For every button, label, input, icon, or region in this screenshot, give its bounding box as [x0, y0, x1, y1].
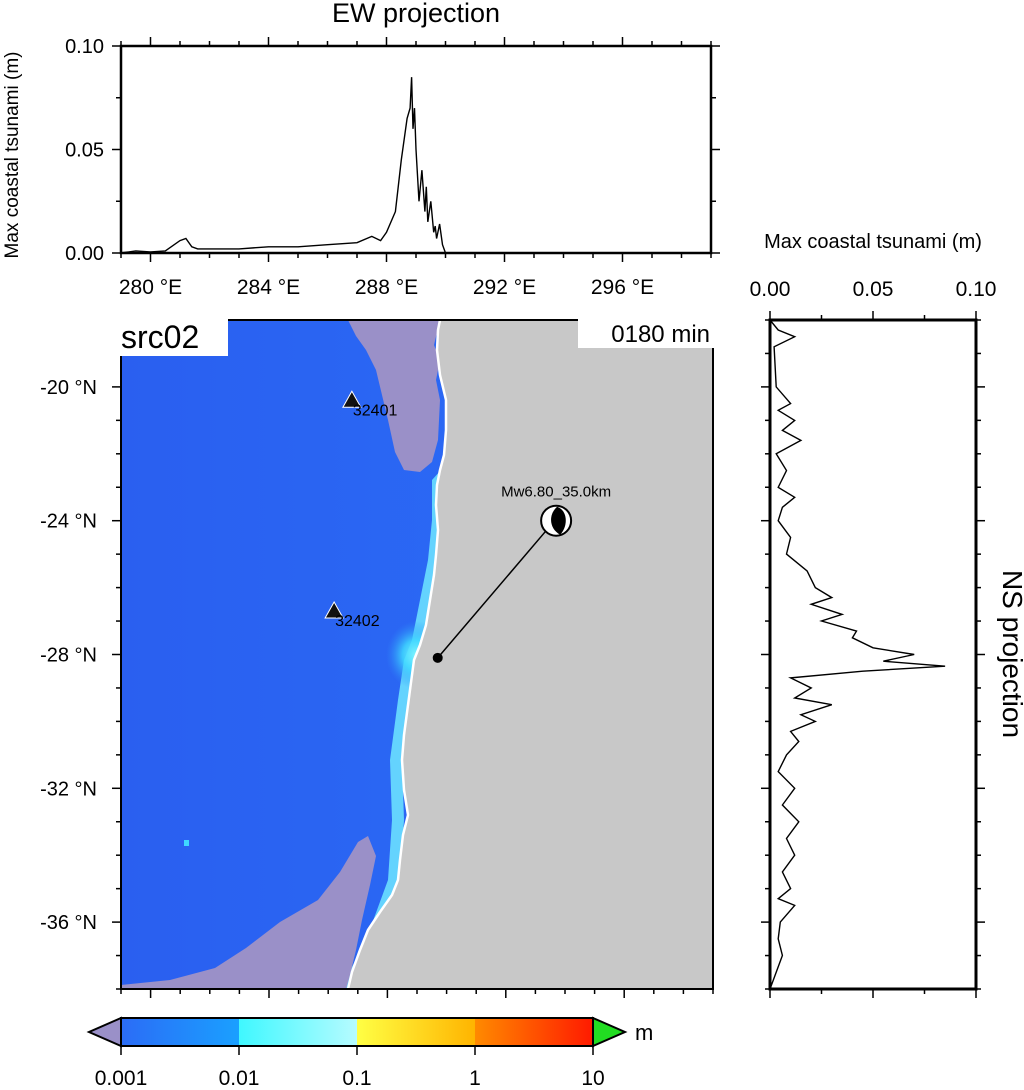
ew-x-tick-label: 288 °E — [355, 276, 418, 299]
map-y-tick-label: -24 °N — [40, 511, 97, 533]
colorbar-tick-label: 10 — [581, 1067, 604, 1090]
colorbar-segment — [121, 1018, 239, 1046]
ns-series-line — [770, 320, 946, 989]
map-y-tick-label: -28 °N — [40, 645, 97, 667]
ew-title: EW projection — [332, 0, 500, 28]
station-triangle-icon — [324, 600, 344, 619]
time-label: 0180 min — [611, 321, 710, 348]
ew-y-tick-label: 0.00 — [65, 243, 104, 265]
ew-x-tick-label: 280 °E — [119, 276, 182, 299]
colorbar-tick-label: 0.1 — [342, 1067, 371, 1090]
source-label-box — [116, 318, 228, 356]
ns-title: NS projection — [997, 570, 1024, 738]
land-area — [348, 320, 713, 989]
colorbar-segment — [239, 1018, 357, 1046]
ew-y-tick-label: 0.05 — [65, 140, 104, 162]
epicenter-marker — [432, 652, 443, 663]
colorbar: 0.001 0.01 0.1 1 10 m — [86, 1016, 653, 1090]
epicenter-mechanism-line — [437, 530, 547, 659]
ns-xlabel: Max coastal tsunami (m) — [764, 231, 982, 253]
colorbar-tick-label: 0.001 — [95, 1067, 148, 1090]
small-ocean-spot — [184, 840, 189, 846]
coastline — [346, 320, 448, 989]
colorbar-segment — [357, 1018, 475, 1046]
ns-frame — [768, 318, 978, 991]
source-label: src02 — [121, 319, 199, 355]
ns-projection-panel: Max coastal tsunami (m) 0.00 0.05 0.10 NS … — [750, 231, 1024, 998]
ew-frame — [119, 44, 713, 255]
ns-x-tick-label: 0.10 — [956, 278, 997, 301]
ew-y-tick-label: 0.10 — [65, 36, 104, 58]
below-scale-north — [348, 320, 440, 472]
colorbar-segment — [475, 1018, 593, 1046]
colorbar-tick-label: 1 — [469, 1067, 481, 1090]
map-axis-ticks — [112, 319, 714, 998]
station-label: 32401 — [353, 402, 398, 419]
map-y-tick-label: -32 °N — [40, 778, 97, 800]
focal-mechanism-beachball — [540, 504, 573, 537]
ew-series-line — [121, 77, 447, 253]
colorbar-above-triangle — [592, 1016, 628, 1048]
ew-x-tick-label: 292 °E — [473, 276, 536, 299]
ew-projection-panel: EW projection Max coastal tsunami (m) 0.… — [2, 0, 720, 299]
beachball-compressional-quadrant — [551, 506, 566, 535]
time-label-box — [578, 318, 714, 348]
ew-x-tick-label: 296 °E — [591, 276, 654, 299]
map-panel: -20 °N -24 °N -28 °N -32 °N -36 °N src02 018… — [40, 318, 714, 998]
ns-axis-ticks — [761, 311, 985, 998]
map-y-tick-label: -36 °N — [40, 912, 97, 934]
ns-x-tick-label: 0.00 — [750, 278, 791, 301]
below-scale-south — [121, 836, 376, 989]
station-label: 32402 — [335, 613, 380, 630]
ns-x-tick-label: 0.05 — [853, 278, 894, 301]
station-triangle-icon — [342, 390, 362, 408]
coast-highlight — [340, 470, 444, 989]
ew-ylabel: Max coastal tsunami (m) — [2, 52, 23, 259]
colorbar-unit: m — [635, 1020, 653, 1045]
stations: 32401 32402 — [324, 390, 398, 630]
ew-x-tick-label: 284 °E — [237, 276, 300, 299]
mechanism-label: Mw6.80_35.0km — [501, 484, 611, 501]
map-y-tick-label: -20 °N — [40, 377, 97, 399]
colorbar-below-triangle — [86, 1016, 122, 1048]
colorbar-tick-label: 0.01 — [219, 1067, 260, 1090]
